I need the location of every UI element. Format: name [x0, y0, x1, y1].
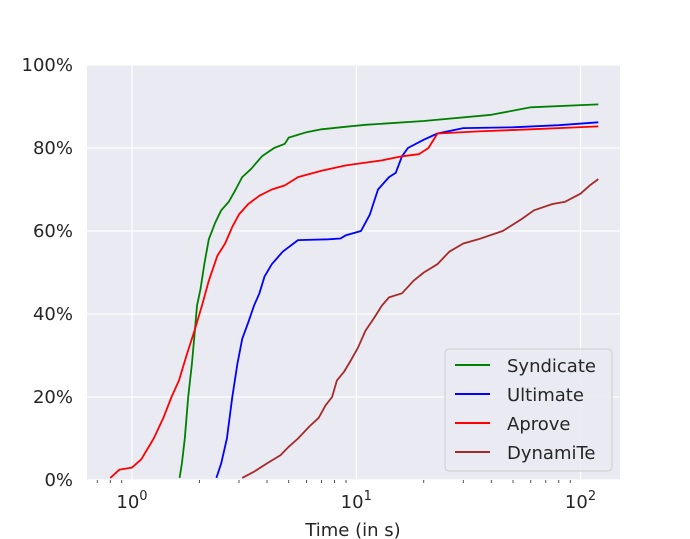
- y-tick-label: 40%: [33, 304, 73, 325]
- series-line-aprove: [109, 125, 599, 479]
- legend-label: Ultimate: [507, 385, 584, 406]
- x-axis-label: Time (in s): [304, 520, 400, 539]
- x-tick-label: 101: [341, 489, 372, 513]
- legend-label: Syndicate: [507, 356, 596, 377]
- series-line-ultimate: [215, 121, 599, 479]
- x-tick-label: 100: [116, 489, 147, 513]
- y-tick-label: 0%: [44, 470, 73, 491]
- legend: Syndicate Ultimate Aprove DynamiTe: [444, 348, 613, 472]
- x-tick-label: 102: [565, 489, 596, 513]
- y-tick-label: 80%: [33, 138, 73, 159]
- series-line-syndicate: [178, 103, 599, 479]
- legend-label: Aprove: [507, 414, 570, 435]
- tick-labels: 0% 20% 40% 60% 80% 100% 100 101 102: [22, 55, 597, 513]
- legend-box: [444, 348, 613, 472]
- y-tick-label: 20%: [33, 387, 73, 408]
- grid: [87, 64, 620, 481]
- legend-label: DynamiTe: [507, 443, 596, 464]
- y-tick-label: 60%: [33, 221, 73, 242]
- series-lines: [109, 103, 599, 479]
- series-line-dynamite: [241, 178, 599, 479]
- y-tick-label: 100%: [22, 55, 73, 76]
